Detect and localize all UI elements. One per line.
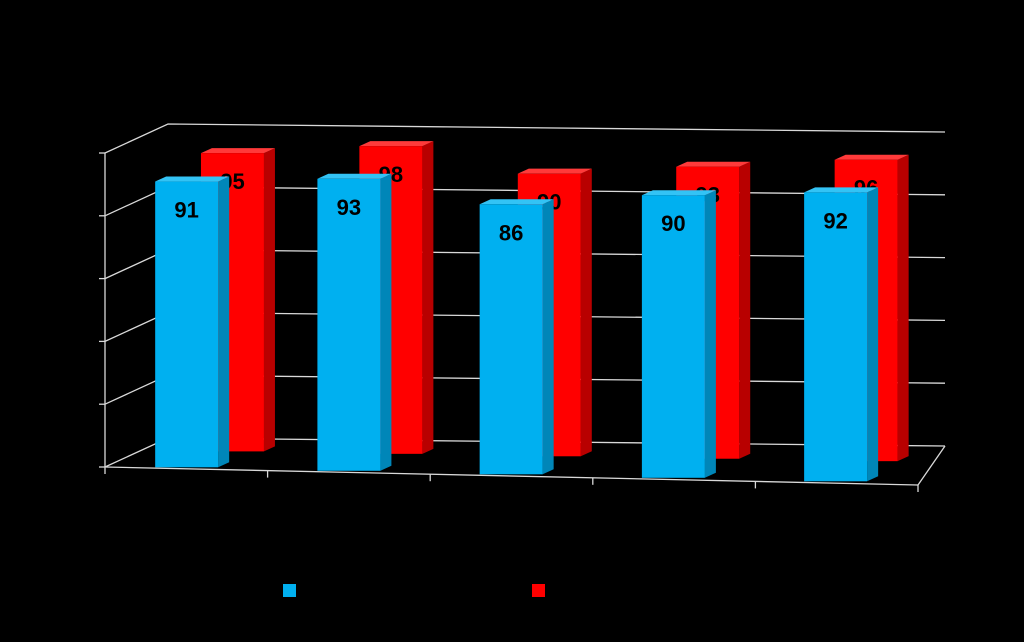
bar-front: [317, 178, 381, 471]
chart-bars: 95989093969193869092: [155, 141, 909, 482]
data-label: 90: [661, 211, 685, 236]
bar-side: [542, 199, 554, 475]
bar-side: [380, 173, 392, 471]
bar-side: [897, 154, 909, 462]
data-label: 86: [499, 220, 523, 245]
x-axis: [104, 466, 919, 486]
data-label: 92: [823, 208, 847, 233]
bar-top: [155, 176, 230, 182]
legend-item-series-1: [283, 582, 304, 598]
bar-top: [517, 168, 592, 174]
bar-side: [218, 176, 230, 468]
legend-swatch-series-1: [283, 583, 296, 597]
legend-item-series-2: [532, 582, 553, 598]
floor-right-edge: [917, 445, 946, 486]
bar: 93: [317, 173, 392, 471]
gridline: [104, 123, 946, 154]
bar-side: [867, 187, 879, 482]
bar-top: [359, 141, 434, 147]
data-label: 91: [174, 198, 198, 223]
data-label: 93: [337, 195, 361, 220]
bar-side: [422, 141, 434, 454]
bar: 91: [155, 176, 230, 468]
bar: 92: [804, 187, 879, 482]
bar-side: [580, 168, 592, 457]
bar-top: [676, 161, 751, 167]
bar-side: [739, 161, 751, 459]
bar-top: [479, 199, 554, 205]
bar-top: [317, 173, 392, 179]
bar-top: [200, 148, 275, 154]
bar: 86: [479, 199, 554, 475]
bar-front: [479, 204, 543, 475]
bar-side: [704, 190, 716, 478]
bar-front: [155, 181, 219, 468]
chart-legend: [0, 582, 1024, 602]
bar: 90: [641, 190, 716, 478]
legend-swatch-series-2: [532, 583, 545, 597]
bar-side: [263, 148, 275, 452]
bar-top: [804, 187, 879, 193]
bar-front: [804, 192, 868, 482]
bar-top: [641, 190, 716, 196]
bar-front: [641, 195, 705, 478]
bar-top: [834, 154, 909, 160]
